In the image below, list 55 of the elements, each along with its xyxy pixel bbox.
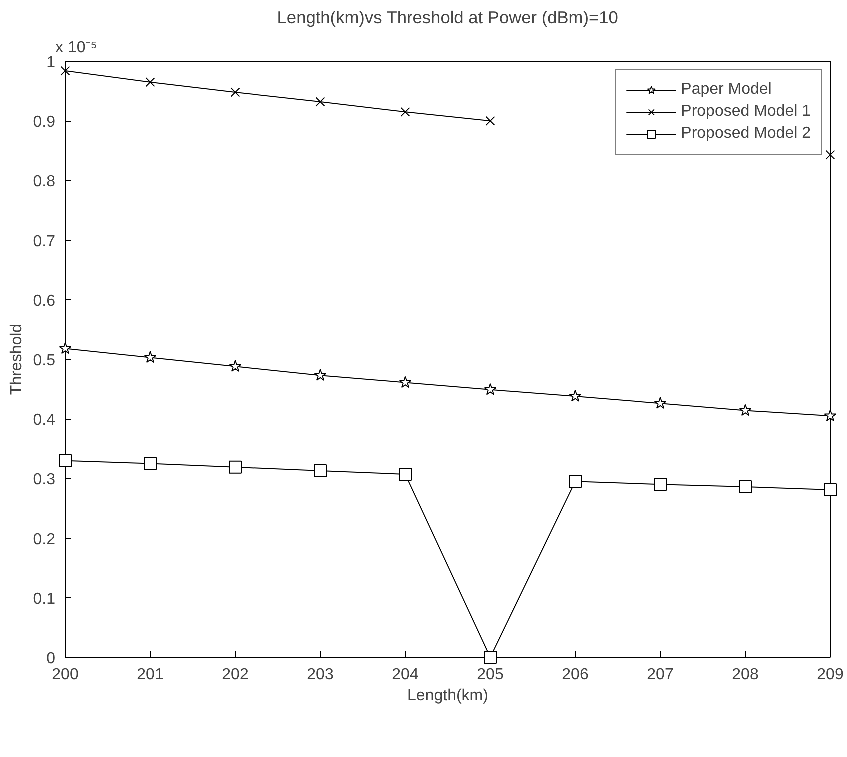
- point: [739, 480, 752, 494]
- point: [399, 468, 412, 482]
- x-tick-label: 204: [392, 666, 419, 684]
- x-tick-label: 205: [477, 666, 504, 684]
- point: [229, 460, 242, 474]
- point: [569, 475, 582, 488]
- y-tick-label: 0.7: [33, 233, 56, 250]
- point: [144, 457, 157, 470]
- x-axis-title: Length(km): [408, 688, 488, 704]
- point: [314, 464, 327, 478]
- point: [824, 410, 837, 422]
- point: [60, 66, 70, 76]
- point: [230, 88, 240, 98]
- point: [486, 116, 496, 126]
- y-axis-title: Threshold: [8, 324, 26, 396]
- x-tick-label: 200: [52, 666, 79, 684]
- x-tick-label: 209: [817, 666, 844, 684]
- legend-label: Proposed Model 1: [681, 103, 811, 121]
- x-tick-label: 206: [562, 666, 589, 684]
- point: [314, 369, 327, 381]
- point: [229, 360, 242, 372]
- point: [144, 351, 157, 364]
- x-tick-label: 201: [137, 666, 164, 684]
- point: [399, 376, 412, 388]
- point: [569, 390, 582, 402]
- y-tick-label: 0.4: [33, 412, 56, 430]
- point: [824, 484, 837, 497]
- x-tick-label: 202: [222, 666, 249, 684]
- point: [316, 97, 326, 107]
- legend-label: Paper Model: [681, 81, 772, 99]
- y-tick-label: 0.3: [33, 472, 56, 489]
- point: [484, 383, 497, 396]
- y-tick-label: 0.9: [33, 114, 56, 132]
- point: [59, 342, 72, 354]
- point: [59, 454, 72, 468]
- point: [654, 478, 667, 492]
- y-tick-label: 0.5: [33, 352, 56, 370]
- y-tick-label: 0.6: [33, 292, 56, 310]
- point: [484, 651, 497, 664]
- text: x 10⁻⁵: [56, 40, 98, 56]
- y-tick-label: 0.2: [33, 531, 56, 548]
- y-tick-label: 0: [46, 650, 56, 668]
- chart-title: Length(km)vs Threshold at Power (dBm)=10: [277, 8, 618, 28]
- x-tick-label: 203: [307, 666, 334, 684]
- y-tick-label: 0.1: [33, 590, 56, 608]
- legend-label: Proposed Model 2: [681, 125, 811, 143]
- point: [826, 150, 836, 160]
- x-tick-label: 208: [732, 666, 759, 684]
- point: [400, 107, 410, 117]
- x-tick-label: 207: [647, 666, 674, 684]
- point: [654, 397, 667, 409]
- point: [146, 78, 156, 88]
- y-tick-label: 0.8: [33, 174, 56, 191]
- point: [739, 404, 752, 416]
- y-tick-label: 1: [46, 54, 56, 72]
